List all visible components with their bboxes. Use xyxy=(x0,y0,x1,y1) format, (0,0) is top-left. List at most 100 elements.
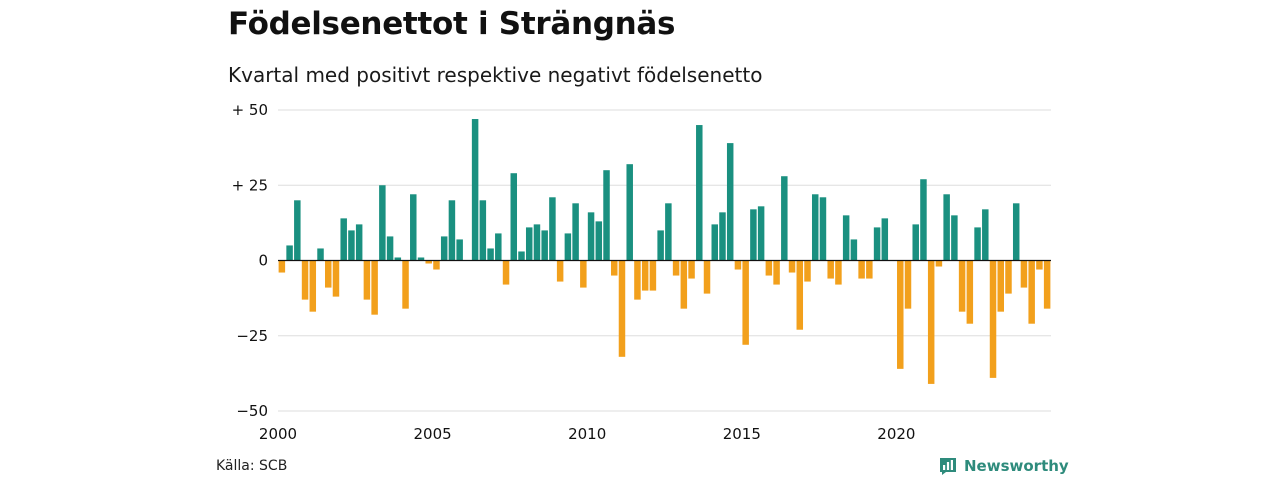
bar xyxy=(1005,260,1012,294)
bar xyxy=(696,125,703,261)
bar xyxy=(966,260,974,324)
bar xyxy=(711,224,718,261)
bar xyxy=(603,170,610,261)
bar xyxy=(518,251,525,261)
bar xyxy=(827,260,834,279)
bar xyxy=(510,173,518,261)
brand-logo: Newsworthy xyxy=(938,456,1069,476)
bar xyxy=(703,260,711,294)
bar xyxy=(564,233,572,261)
bar xyxy=(348,230,355,261)
bar xyxy=(1043,260,1051,309)
bar xyxy=(951,215,958,261)
x-axis-ticks: 2000 2005 2010 2015 2020 xyxy=(259,425,916,443)
bar xyxy=(371,260,378,315)
bar xyxy=(394,257,402,261)
bar xyxy=(634,260,641,300)
bar xyxy=(680,260,688,309)
bar xyxy=(502,260,510,285)
chart-title: Födelsenettot i Strängnäs xyxy=(228,6,676,42)
bar xyxy=(866,260,873,279)
bar xyxy=(340,218,347,261)
bar xyxy=(757,206,765,261)
bar xyxy=(750,209,757,261)
bar xyxy=(325,260,332,288)
bar xyxy=(611,260,618,276)
bar xyxy=(410,194,417,261)
bar xyxy=(927,260,935,384)
bar xyxy=(819,197,827,261)
bar xyxy=(533,224,541,261)
x-tick-label: 2020 xyxy=(877,425,915,443)
bar xyxy=(719,212,726,261)
bar xyxy=(541,230,548,261)
bar xyxy=(672,260,680,276)
bar xyxy=(456,239,463,261)
bar xyxy=(773,260,780,285)
bar xyxy=(788,260,796,273)
bar xyxy=(897,260,904,369)
bar xyxy=(665,203,672,261)
bar xyxy=(440,236,448,261)
bar xyxy=(294,200,301,261)
bar xyxy=(626,164,633,261)
brand-name: Newsworthy xyxy=(964,457,1069,475)
bar xyxy=(688,260,695,279)
bar xyxy=(556,260,564,282)
bar xyxy=(858,260,865,279)
bar xyxy=(873,227,881,261)
bar xyxy=(726,143,734,261)
bar xyxy=(402,260,409,309)
bar xyxy=(278,260,286,273)
bar xyxy=(912,224,919,261)
bar xyxy=(580,260,587,288)
bar xyxy=(904,260,912,309)
bar xyxy=(974,227,981,261)
bar xyxy=(479,200,487,261)
bar xyxy=(1036,260,1043,270)
source-note: Källa: SCB xyxy=(216,458,288,474)
bar xyxy=(734,260,742,270)
bar xyxy=(425,260,432,264)
x-tick-label: 2010 xyxy=(568,425,606,443)
bar xyxy=(448,200,456,261)
bar xyxy=(595,221,603,261)
bar xyxy=(1012,203,1020,261)
bar xyxy=(1020,260,1028,288)
bar xyxy=(742,260,749,345)
x-tick-label: 2015 xyxy=(723,425,761,443)
bar xyxy=(301,260,309,300)
bar xyxy=(943,194,950,261)
y-tick-label: 0 xyxy=(258,252,268,270)
bar xyxy=(850,239,858,261)
chart-subtitle: Kvartal med positivt respektive negativt… xyxy=(228,63,763,87)
bar xyxy=(657,230,664,261)
bar xyxy=(332,260,340,297)
bar xyxy=(433,260,440,270)
bar xyxy=(765,260,773,276)
bar xyxy=(309,260,317,312)
bar xyxy=(958,260,966,312)
bar xyxy=(471,119,479,261)
y-tick-label: + 50 xyxy=(232,101,268,119)
bar xyxy=(835,260,842,285)
bar xyxy=(781,176,788,261)
bar xyxy=(487,248,494,261)
bar xyxy=(286,245,293,261)
bar xyxy=(417,257,425,261)
bar xyxy=(386,236,394,261)
bar xyxy=(587,212,595,261)
bar xyxy=(811,194,819,261)
newsworthy-logo-icon xyxy=(940,458,956,475)
x-tick-label: 2000 xyxy=(259,425,297,443)
bar xyxy=(572,203,579,261)
bar xyxy=(881,218,889,261)
bar xyxy=(618,260,626,357)
bar xyxy=(1028,260,1035,324)
y-tick-label: −50 xyxy=(236,402,268,420)
bar xyxy=(935,260,943,267)
bars xyxy=(278,119,1051,384)
bar xyxy=(525,227,533,261)
bar xyxy=(641,260,649,291)
bar xyxy=(804,260,811,282)
